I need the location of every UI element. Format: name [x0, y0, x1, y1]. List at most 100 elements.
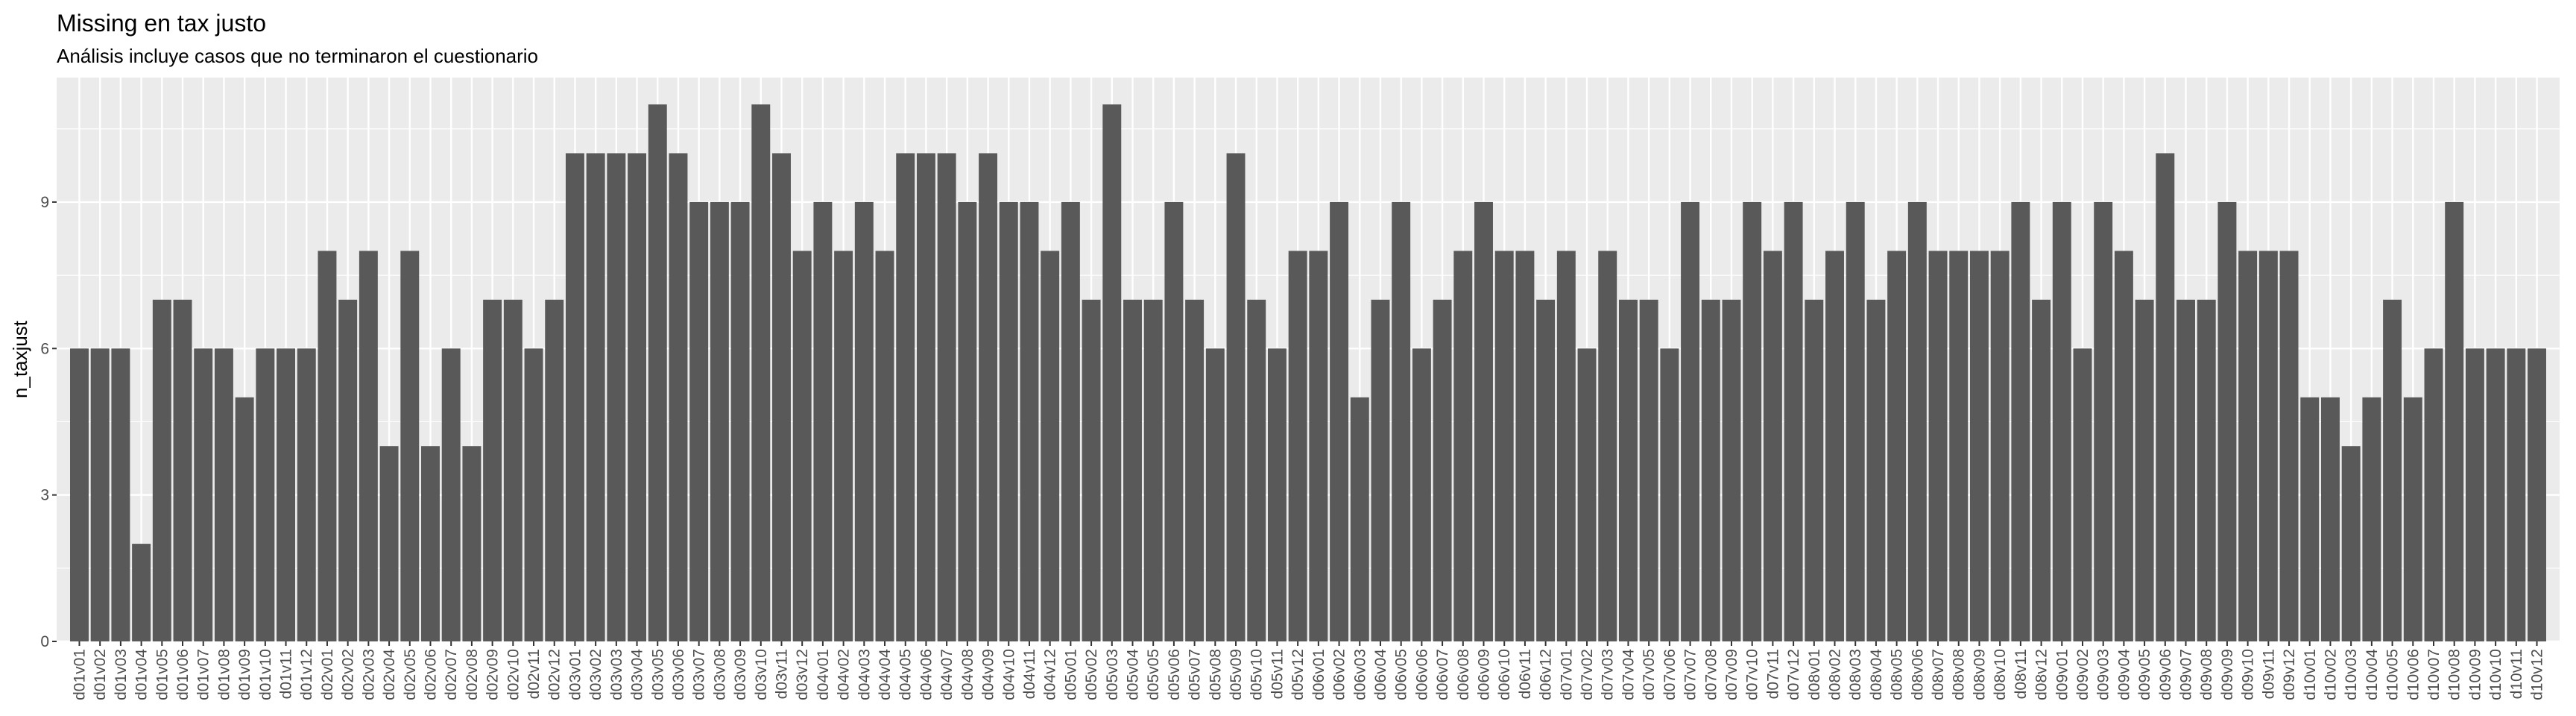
- bar-d03v07: [689, 201, 709, 642]
- bar-d09v06: [2156, 153, 2175, 642]
- bar-d03v01: [565, 153, 584, 642]
- x-tick-label: d10v07: [2425, 649, 2443, 700]
- bar-d07v05: [1639, 299, 1658, 641]
- x-tick-label: d10v04: [2364, 649, 2381, 700]
- bar-d08v09: [1969, 251, 1989, 641]
- x-tick-label: d01v12: [298, 649, 315, 700]
- x-tick-label: d02v06: [422, 649, 439, 700]
- x-tick-label: d08v01: [1806, 649, 1823, 700]
- x-tick-label: d03v03: [608, 649, 625, 700]
- x-tick-label: d10v01: [2302, 649, 2319, 700]
- bar-d06v05: [1392, 201, 1411, 642]
- bar-d04v10: [999, 201, 1018, 642]
- bar-d06v10: [1494, 251, 1514, 641]
- x-tick-label: d04v07: [938, 649, 956, 700]
- bar-d06v08: [1453, 251, 1473, 641]
- bar-d02v01: [318, 251, 337, 641]
- bar-d05v02: [1082, 299, 1101, 641]
- x-tick-label: d06v12: [1538, 649, 1555, 700]
- x-tick-label: d02v10: [505, 649, 522, 700]
- bar-d05v12: [1288, 251, 1307, 641]
- x-tick-label: d04v04: [877, 649, 894, 700]
- bar-d06v12: [1536, 299, 1556, 641]
- x-tick-label: d03v11: [773, 649, 790, 699]
- bars: [70, 104, 2546, 642]
- bar-d01v11: [277, 348, 296, 641]
- x-axis-ticks: d01v01 d01v02 d01v03 d01v04 d01v05 d01v06 d01v…: [71, 641, 2546, 700]
- x-tick-label: d08v12: [2033, 649, 2051, 700]
- x-tick-label: d04v08: [959, 649, 976, 700]
- x-tick-label: d10v09: [2466, 649, 2484, 700]
- bar-d08v02: [1825, 251, 1844, 641]
- x-tick-label: d02v11: [525, 649, 543, 699]
- y-tick-label: 0: [40, 633, 49, 650]
- x-tick-label: d08v03: [1847, 649, 1864, 700]
- x-tick-label: d09v02: [2074, 649, 2092, 700]
- bar-d10v11: [2507, 348, 2526, 641]
- x-tick-label: d07v03: [1600, 649, 1617, 700]
- x-tick-label: d03v01: [566, 649, 584, 700]
- bar-d07v07: [1681, 201, 1700, 642]
- bar-d09v02: [2073, 348, 2092, 641]
- bar-d10v09: [2465, 348, 2484, 641]
- bar-d08v05: [1887, 251, 1907, 641]
- x-tick-label: d09v09: [2219, 649, 2236, 700]
- bar-d09v04: [2114, 251, 2133, 641]
- x-tick-label: d06v05: [1393, 649, 1410, 700]
- bar-d07v11: [1763, 251, 1782, 641]
- x-tick-label: d02v05: [402, 649, 419, 700]
- bar-d06v04: [1371, 299, 1390, 641]
- bar-d04v02: [834, 251, 853, 641]
- bar-d10v02: [2320, 397, 2340, 641]
- bar-d05v06: [1164, 201, 1184, 642]
- x-tick-label: d01v07: [195, 649, 212, 700]
- bar-d02v07: [441, 348, 461, 641]
- x-tick-label: d05v08: [1207, 649, 1224, 700]
- x-tick-label: d01v02: [92, 649, 109, 700]
- x-tick-label: d03v09: [732, 649, 749, 700]
- bar-d02v11: [524, 348, 543, 641]
- bar-d04v12: [1041, 251, 1060, 641]
- bar-d05v01: [1061, 201, 1080, 642]
- bar-d03v09: [730, 201, 750, 642]
- chart-subtitle: Análisis incluye casos que no terminaron…: [57, 45, 538, 67]
- bar-d06v03: [1350, 397, 1369, 641]
- y-tick-label: 9: [40, 194, 49, 211]
- x-tick-label: d02v09: [484, 649, 502, 700]
- x-tick-label: d08v10: [1992, 649, 2009, 700]
- x-tick-label: d08v05: [1889, 649, 1906, 700]
- bar-d03v08: [710, 201, 729, 642]
- x-tick-label: d06v03: [1351, 649, 1368, 700]
- x-tick-label: d08v06: [1909, 649, 1926, 700]
- x-tick-label: d01v11: [278, 649, 295, 699]
- bar-d04v08: [958, 201, 977, 642]
- x-tick-label: d09v11: [2260, 649, 2277, 699]
- bar-d05v04: [1123, 299, 1142, 641]
- bar-d04v09: [979, 153, 998, 642]
- bar-d01v02: [90, 348, 110, 641]
- bar-d02v08: [462, 446, 482, 641]
- bar-d01v10: [256, 348, 275, 641]
- bar-d08v01: [1805, 299, 1824, 641]
- bar-d09v08: [2197, 299, 2216, 641]
- bar-d02v06: [421, 446, 440, 641]
- bar-d02v12: [545, 299, 564, 641]
- x-tick-label: d06v02: [1331, 649, 1348, 700]
- bar-d04v01: [813, 201, 833, 642]
- x-tick-label: d02v08: [464, 649, 481, 700]
- bar-d01v03: [111, 348, 130, 641]
- x-tick-label: d04v01: [815, 649, 832, 700]
- x-tick-label: d10v08: [2446, 649, 2463, 700]
- x-tick-label: d04v09: [980, 649, 997, 700]
- x-tick-label: d07v09: [1723, 649, 1740, 700]
- x-tick-label: d07v07: [1682, 649, 1699, 700]
- bar-d08v12: [2032, 299, 2051, 641]
- x-tick-label: d05v10: [1248, 649, 1266, 700]
- bar-d04v07: [937, 153, 956, 642]
- bar-d05v10: [1247, 299, 1266, 641]
- x-tick-label: d09v03: [2095, 649, 2112, 700]
- x-tick-label: d07v11: [1764, 649, 1781, 699]
- bar-d01v06: [173, 299, 192, 641]
- x-tick-label: d01v04: [133, 649, 151, 700]
